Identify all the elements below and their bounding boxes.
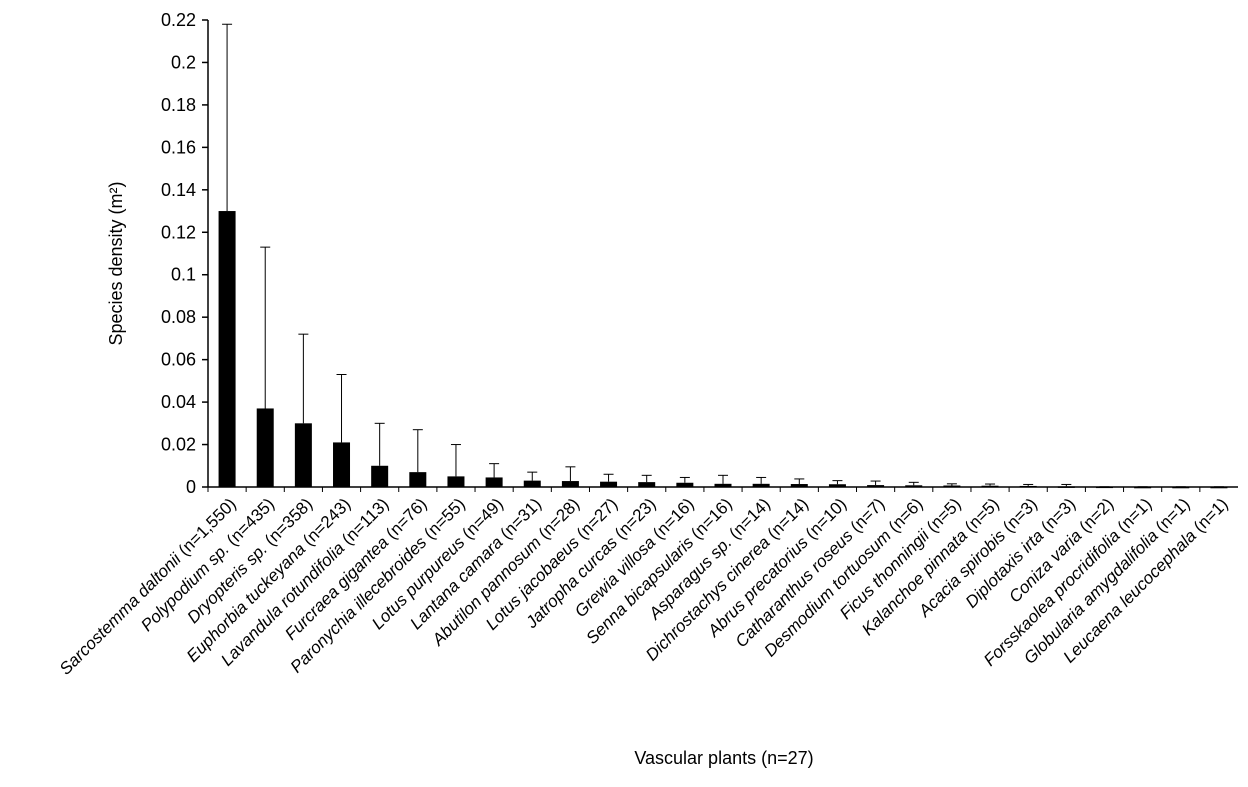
y-tick-label: 0.14 xyxy=(161,180,196,200)
bar xyxy=(790,484,808,487)
bar xyxy=(638,482,656,487)
bar xyxy=(752,483,770,487)
bar xyxy=(828,484,846,487)
bar xyxy=(294,423,312,487)
bar xyxy=(256,408,274,487)
y-tick-label: 0.2 xyxy=(171,52,196,72)
bar xyxy=(714,483,732,487)
x-category-count: (n=1) xyxy=(1187,494,1232,539)
bars-group xyxy=(207,211,1228,492)
bar xyxy=(333,442,351,487)
bar xyxy=(676,482,694,487)
y-tick-label: 0.1 xyxy=(171,265,196,285)
y-tick-label: 0.08 xyxy=(161,307,196,327)
y-tick-label: 0.06 xyxy=(161,350,196,370)
x-axis-title: Vascular plants (n=27) xyxy=(634,748,813,768)
bar xyxy=(867,485,885,487)
bar xyxy=(523,480,541,487)
bar xyxy=(485,477,503,487)
y-tick-label: 0.22 xyxy=(161,10,196,30)
y-tick-label: 0.02 xyxy=(161,435,196,455)
y-tick-label: 0 xyxy=(186,477,196,497)
y-tick-label: 0.04 xyxy=(161,392,196,412)
bar xyxy=(905,485,923,487)
y-tick-label: 0.18 xyxy=(161,95,196,115)
error-bars-group xyxy=(222,23,1224,488)
y-tick-label: 0.16 xyxy=(161,137,196,157)
y-axis-ticks: 0 0.02 0.04 0.06 0.08 0.1 0.12 0.14 0.16 0.18 0.2 0… xyxy=(161,10,208,497)
y-tick-label: 0.12 xyxy=(161,222,196,242)
bar xyxy=(218,211,236,487)
bar xyxy=(561,481,579,487)
bar xyxy=(447,476,465,487)
bar xyxy=(600,481,618,487)
bar xyxy=(409,472,427,487)
x-axis-category-labels: Sarcostemma daltonii (n=1,550)Polypodium… xyxy=(56,494,1232,678)
y-axis-title: Species density (m²) xyxy=(106,181,126,345)
bar xyxy=(371,465,389,487)
